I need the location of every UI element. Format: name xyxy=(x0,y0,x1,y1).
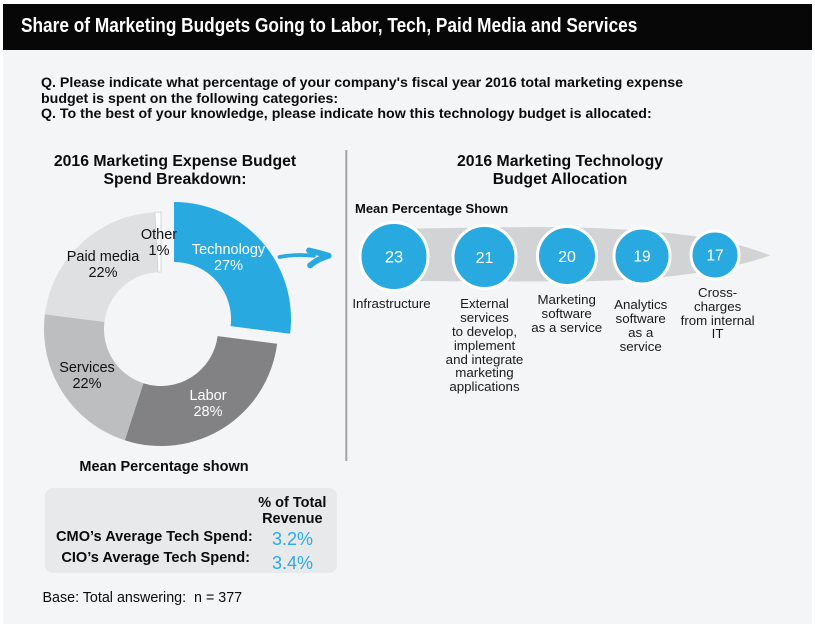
svg-text:20: 20 xyxy=(558,249,576,266)
svg-text:17: 17 xyxy=(706,248,723,265)
svg-text:19: 19 xyxy=(633,249,650,266)
svg-text:23: 23 xyxy=(385,248,403,266)
svg-text:21: 21 xyxy=(476,250,494,267)
